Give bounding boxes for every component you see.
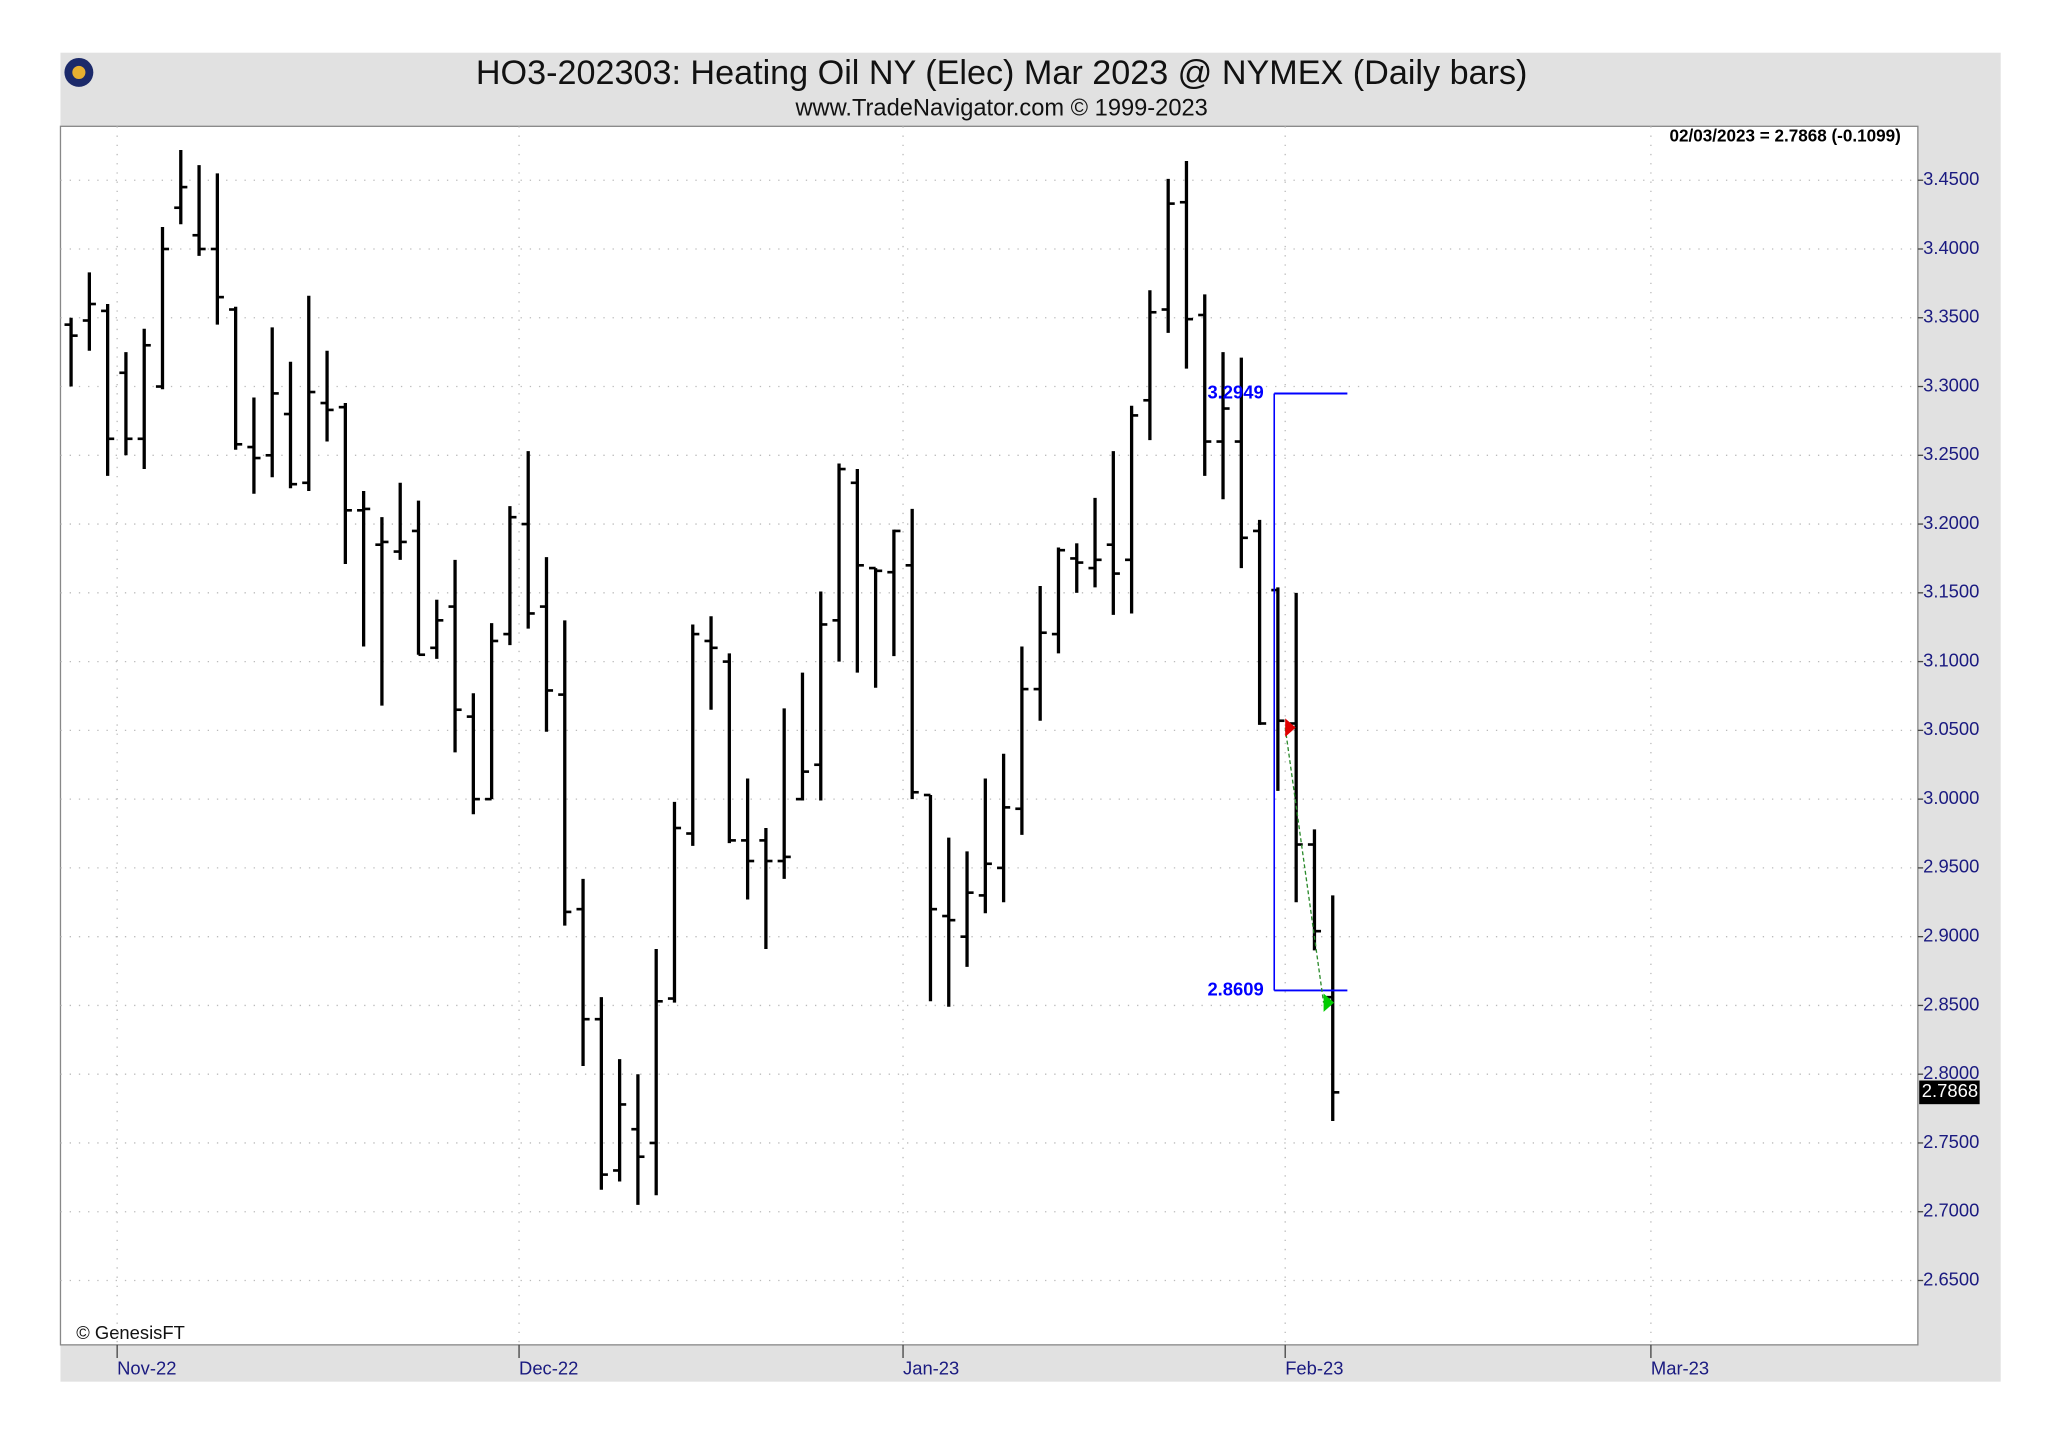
y-tick-label: 3.1500 [1923, 581, 1979, 602]
y-tick-label: 3.0500 [1923, 718, 1979, 739]
y-tick-label: 2.7000 [1923, 1200, 1979, 1221]
signal-marker [1285, 718, 1296, 737]
y-tick-label: 2.8000 [1923, 1062, 1979, 1083]
x-tick-label: Dec-22 [519, 1358, 578, 1379]
x-tick-label: Feb-23 [1285, 1358, 1343, 1379]
chart-subtitle: www.TradeNavigator.com © 1999-2023 [794, 95, 1207, 121]
last-price-box [1919, 1080, 1980, 1105]
plot-layer: 2.6500 2.7000 2.7500 2.8000 2.8500 2.9000 2.95… [60, 126, 1980, 1379]
level-label: 3.2949 [1207, 381, 1263, 402]
level-label: 2.8609 [1207, 978, 1263, 999]
y-tick-label: 3.4500 [1923, 168, 1979, 189]
info-label: 02/03/2023 = 2.7868 (-0.1099) [1670, 126, 1901, 145]
y-tick-label: 3.4000 [1923, 237, 1979, 258]
y-tick-label: 2.8500 [1923, 993, 1979, 1014]
signal-marker [1323, 993, 1335, 1012]
y-tick-label: 3.0000 [1923, 787, 1979, 808]
last-price-label: 2.7868 [1922, 1080, 1978, 1101]
y-tick-label: 2.9500 [1923, 856, 1979, 877]
y-tick-label: 3.3000 [1923, 374, 1979, 395]
plot-area [59, 125, 1919, 1346]
y-tick-label: 2.9000 [1923, 925, 1979, 946]
y-tick-label: 3.2000 [1923, 512, 1979, 533]
x-tick-label: Nov-22 [117, 1358, 176, 1379]
y-tick-label: 3.2500 [1923, 443, 1979, 464]
logo-center [72, 65, 86, 79]
y-tick-label: 3.1000 [1923, 649, 1979, 670]
source: © GenesisFT [76, 1322, 185, 1343]
y-tick-label: 2.7500 [1923, 1131, 1979, 1152]
x-tick-label: Jan-23 [903, 1358, 959, 1379]
chart-title: HO3-202303: Heating Oil NY (Elec) Mar 20… [476, 54, 1528, 92]
signal-connector [1284, 727, 1325, 1003]
x-tick-label: Mar-23 [1651, 1358, 1709, 1379]
y-tick-label: 3.3500 [1923, 306, 1979, 327]
y-tick-label: 2.6500 [1923, 1268, 1979, 1289]
